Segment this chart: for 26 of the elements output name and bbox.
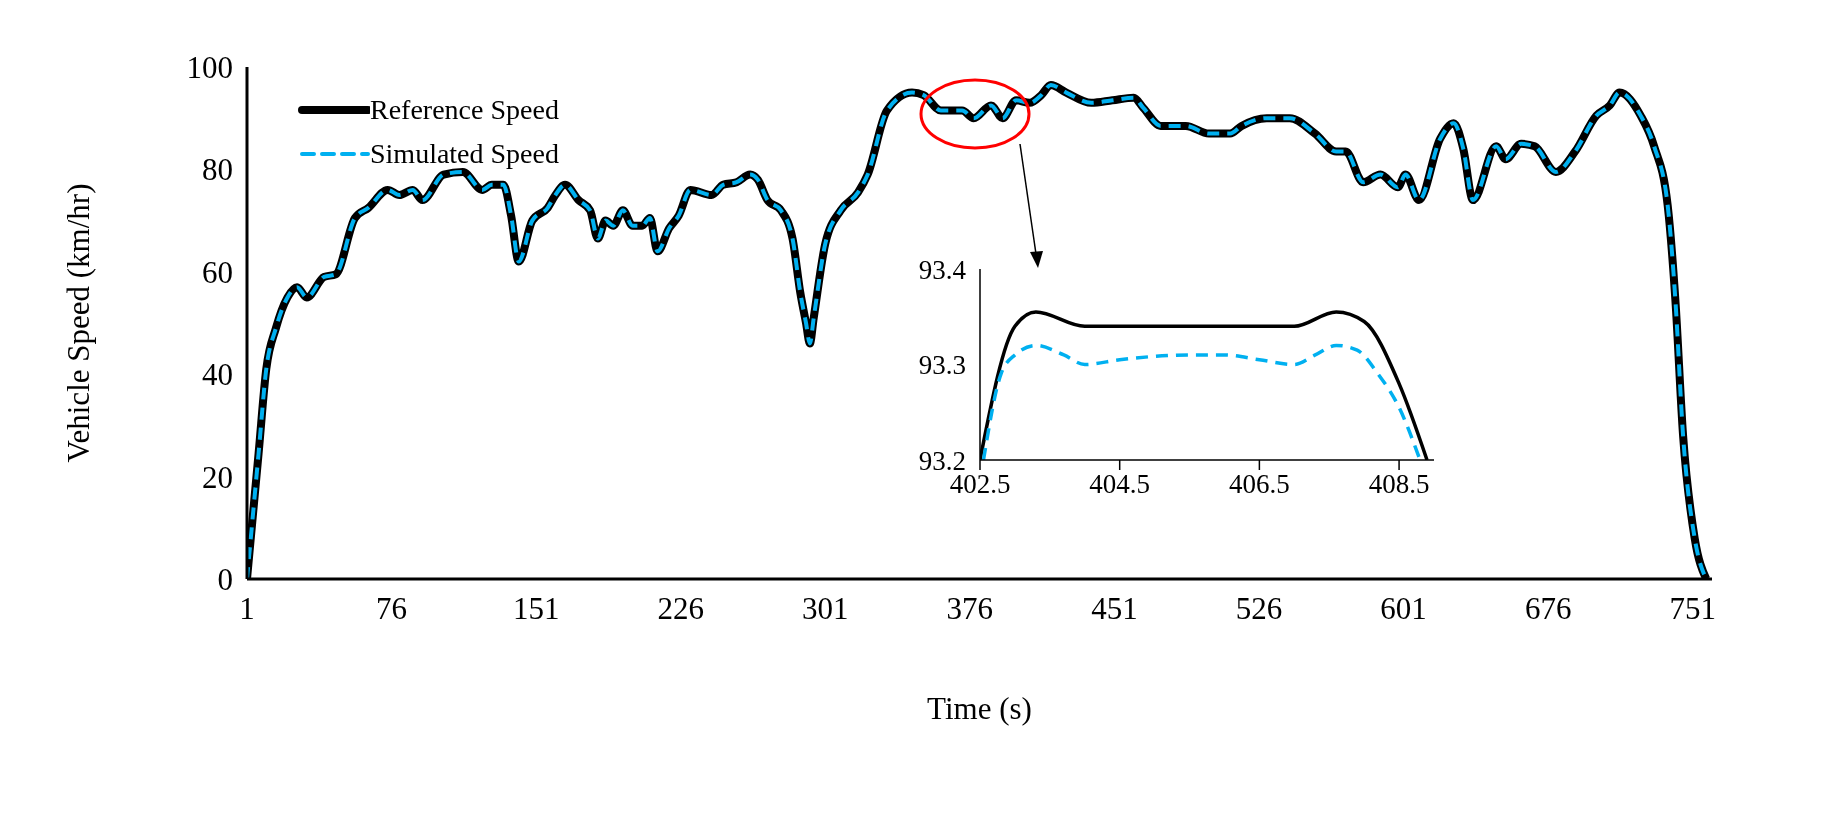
x-tick-label: 676 [1524, 591, 1572, 627]
x-tick-label: 751 [1669, 591, 1716, 627]
y-tick-label: 93.3 [918, 350, 966, 381]
y-axis-title: Vehicle Speed (km/hr) [61, 183, 97, 463]
x-tick-label: 404.5 [1089, 469, 1151, 500]
legend-label: Reference Speed [370, 94, 559, 126]
x-tick-label: 601 [1380, 591, 1427, 627]
x-tick-label: 451 [1091, 591, 1138, 627]
x-tick-label: 151 [512, 591, 560, 627]
y-tick-label: 100 [186, 50, 233, 85]
x-axis-title: Time (s) [927, 691, 1032, 726]
y-tick-label: 40 [202, 357, 233, 393]
y-tick-label: 60 [202, 254, 233, 290]
x-tick-label: 301 [802, 591, 849, 627]
x-tick-label: 226 [657, 591, 704, 627]
x-tick-label: 376 [946, 591, 994, 627]
x-tick-label: 408.5 [1368, 469, 1430, 500]
y-tick-label: 20 [202, 459, 233, 495]
y-tick-label: 80 [202, 152, 233, 188]
legend-label: Simulated Speed [370, 138, 559, 170]
x-tick-label: 526 [1235, 591, 1283, 627]
x-tick-label: 406.5 [1229, 469, 1290, 500]
x-tick-label: 76 [376, 591, 408, 627]
y-tick-label: 0 [217, 562, 233, 598]
y-tick-label: 93.4 [918, 254, 967, 285]
x-tick-label: 1 [239, 591, 255, 627]
